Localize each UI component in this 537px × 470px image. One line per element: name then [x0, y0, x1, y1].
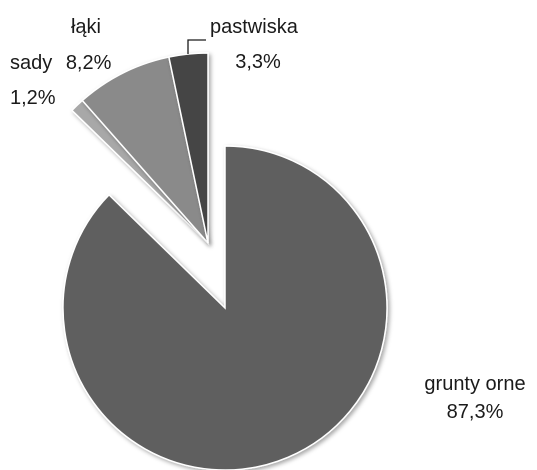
- leader-lines: [187, 39, 206, 54]
- pie-slice-grunty-orne: [62, 145, 388, 470]
- pie-slice-laki: [81, 56, 210, 246]
- label-sady-name: sady: [10, 52, 52, 74]
- label-grunty-orne-value: 87,3%: [447, 401, 504, 423]
- label-laki-value: 8,2%: [66, 52, 112, 74]
- leader-line-pastwiska: [187, 39, 206, 54]
- label-pastwiska-value: 3,3%: [235, 51, 281, 73]
- label-grunty-orne-name: grunty orne: [424, 373, 525, 395]
- label-laki-sady-row: sady 8,2%: [10, 52, 112, 74]
- label-sady-value: 1,2%: [10, 87, 56, 109]
- pie-slices: [62, 52, 388, 470]
- label-pastwiska-name: pastwiska: [210, 16, 299, 38]
- label-laki-name: łąki: [71, 16, 101, 38]
- pie-slice-pastwiska: [168, 52, 209, 244]
